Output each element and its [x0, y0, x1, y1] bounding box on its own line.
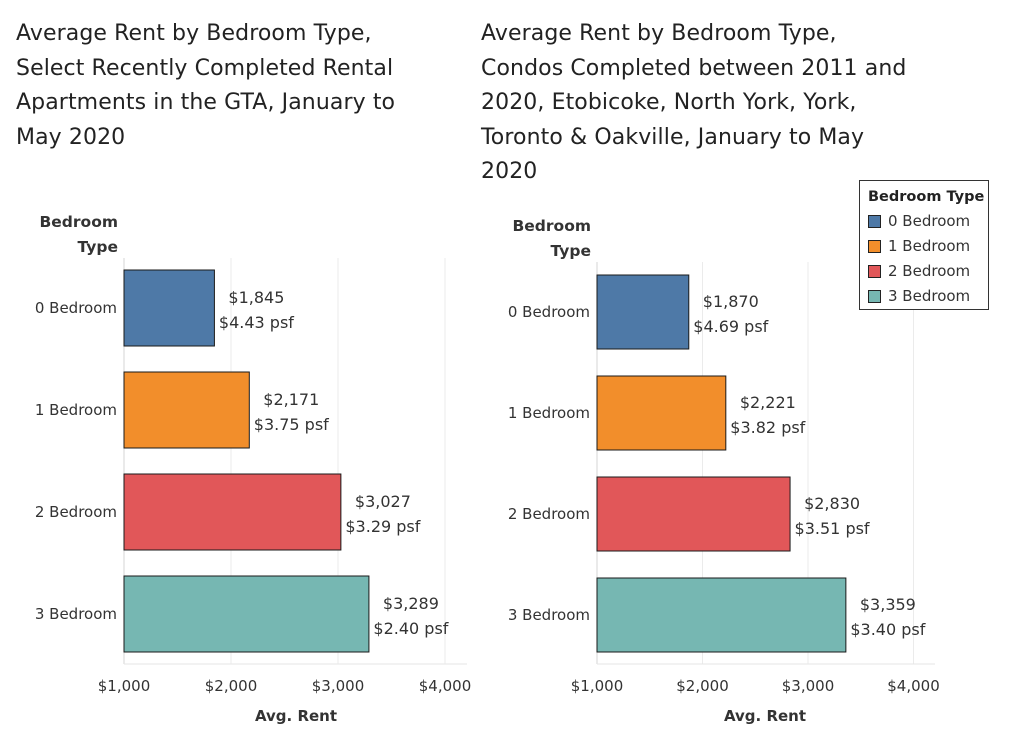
- legend-title: Bedroom Type: [868, 189, 985, 205]
- value-label-right-0-bedroom: $1,870: [703, 292, 759, 311]
- bar-right-3-bedroom: [596, 577, 847, 653]
- category-label-right-3-bedroom: 3 Bedroom: [508, 606, 590, 624]
- legend: Bedroom Type 0 Bedroom 1 Bedroom 2 Bedro…: [859, 180, 989, 310]
- category-label-right-2-bedroom: 2 Bedroom: [508, 505, 590, 523]
- legend-label-0-bedroom: 0 Bedroom: [888, 212, 971, 230]
- category-label-right-1-bedroom: 1 Bedroom: [508, 404, 590, 422]
- bar-right-1-bedroom: [596, 375, 727, 451]
- legend-item-1-bedroom[interactable]: 1 Bedroom: [868, 234, 988, 259]
- psf-label-left-0-bedroom: $4.43 psf: [219, 313, 294, 332]
- bar-right-0-bedroom: [596, 274, 690, 350]
- legend-label-3-bedroom: 3 Bedroom: [888, 287, 971, 305]
- x-tick-label-right-3: $4,000: [887, 677, 940, 695]
- value-label-right-1-bedroom: $2,221: [740, 393, 796, 412]
- bar-right-2-bedroom: [596, 476, 791, 552]
- legend-label-1-bedroom: 1 Bedroom: [888, 237, 971, 255]
- row-header-left: Bedroom Type: [39, 213, 118, 256]
- legend-swatch-1-bedroom: [868, 240, 881, 253]
- value-label-left-0-bedroom: $1,845: [228, 288, 284, 307]
- legend-swatch-3-bedroom: [868, 290, 881, 303]
- value-label-right-2-bedroom: $2,830: [804, 494, 860, 513]
- category-label-left-1-bedroom: 1 Bedroom: [35, 401, 117, 419]
- chart-title-left: Average Rent by Bedroom Type, Select Rec…: [16, 21, 396, 150]
- x-tick-label-left-3: $4,000: [419, 677, 472, 695]
- x-tick-label-right-0: $1,000: [571, 677, 624, 695]
- bar-left-0-bedroom: [123, 269, 215, 347]
- bar-left-2-bedroom: [123, 473, 342, 551]
- chart-title-right: Average Rent by Bedroom Type, Condos Com…: [481, 21, 907, 184]
- psf-label-left-1-bedroom: $3.75 psf: [254, 415, 329, 434]
- value-label-right-3-bedroom: $3,359: [860, 595, 916, 614]
- bar-left-1-bedroom: [123, 371, 250, 449]
- bar-left-3-bedroom: [123, 575, 370, 653]
- value-label-left-3-bedroom: $3,289: [383, 594, 439, 613]
- category-label-left-3-bedroom: 3 Bedroom: [35, 605, 117, 623]
- psf-label-left-3-bedroom: $2.40 psf: [373, 619, 448, 638]
- psf-label-right-3-bedroom: $3.40 psf: [850, 620, 925, 639]
- x-tick-label-right-2: $3,000: [782, 677, 835, 695]
- psf-label-right-0-bedroom: $4.69 psf: [693, 317, 768, 336]
- legend-swatch-2-bedroom: [868, 265, 881, 278]
- category-label-left-2-bedroom: 2 Bedroom: [35, 503, 117, 521]
- legend-item-2-bedroom[interactable]: 2 Bedroom: [868, 259, 988, 284]
- x-tick-label-left-2: $3,000: [312, 677, 365, 695]
- value-label-left-2-bedroom: $3,027: [355, 492, 411, 511]
- psf-label-right-1-bedroom: $3.82 psf: [730, 418, 805, 437]
- x-tick-label-right-1: $2,000: [676, 677, 729, 695]
- legend-item-0-bedroom[interactable]: 0 Bedroom: [868, 209, 988, 234]
- legend-label-2-bedroom: 2 Bedroom: [888, 262, 971, 280]
- psf-label-right-2-bedroom: $3.51 psf: [795, 519, 870, 538]
- value-label-left-1-bedroom: $2,171: [263, 390, 319, 409]
- legend-swatch-0-bedroom: [868, 215, 881, 228]
- x-axis-title-left: Avg. Rent: [254, 707, 338, 725]
- x-axis-title-right: Avg. Rent: [723, 707, 807, 725]
- legend-item-3-bedroom[interactable]: 3 Bedroom: [868, 284, 988, 309]
- category-label-right-0-bedroom: 0 Bedroom: [508, 303, 590, 321]
- category-label-left-0-bedroom: 0 Bedroom: [35, 299, 117, 317]
- x-tick-label-left-1: $2,000: [205, 677, 258, 695]
- row-header-right: Bedroom Type: [512, 217, 591, 260]
- x-tick-label-left-0: $1,000: [98, 677, 151, 695]
- psf-label-left-2-bedroom: $3.29 psf: [345, 517, 420, 536]
